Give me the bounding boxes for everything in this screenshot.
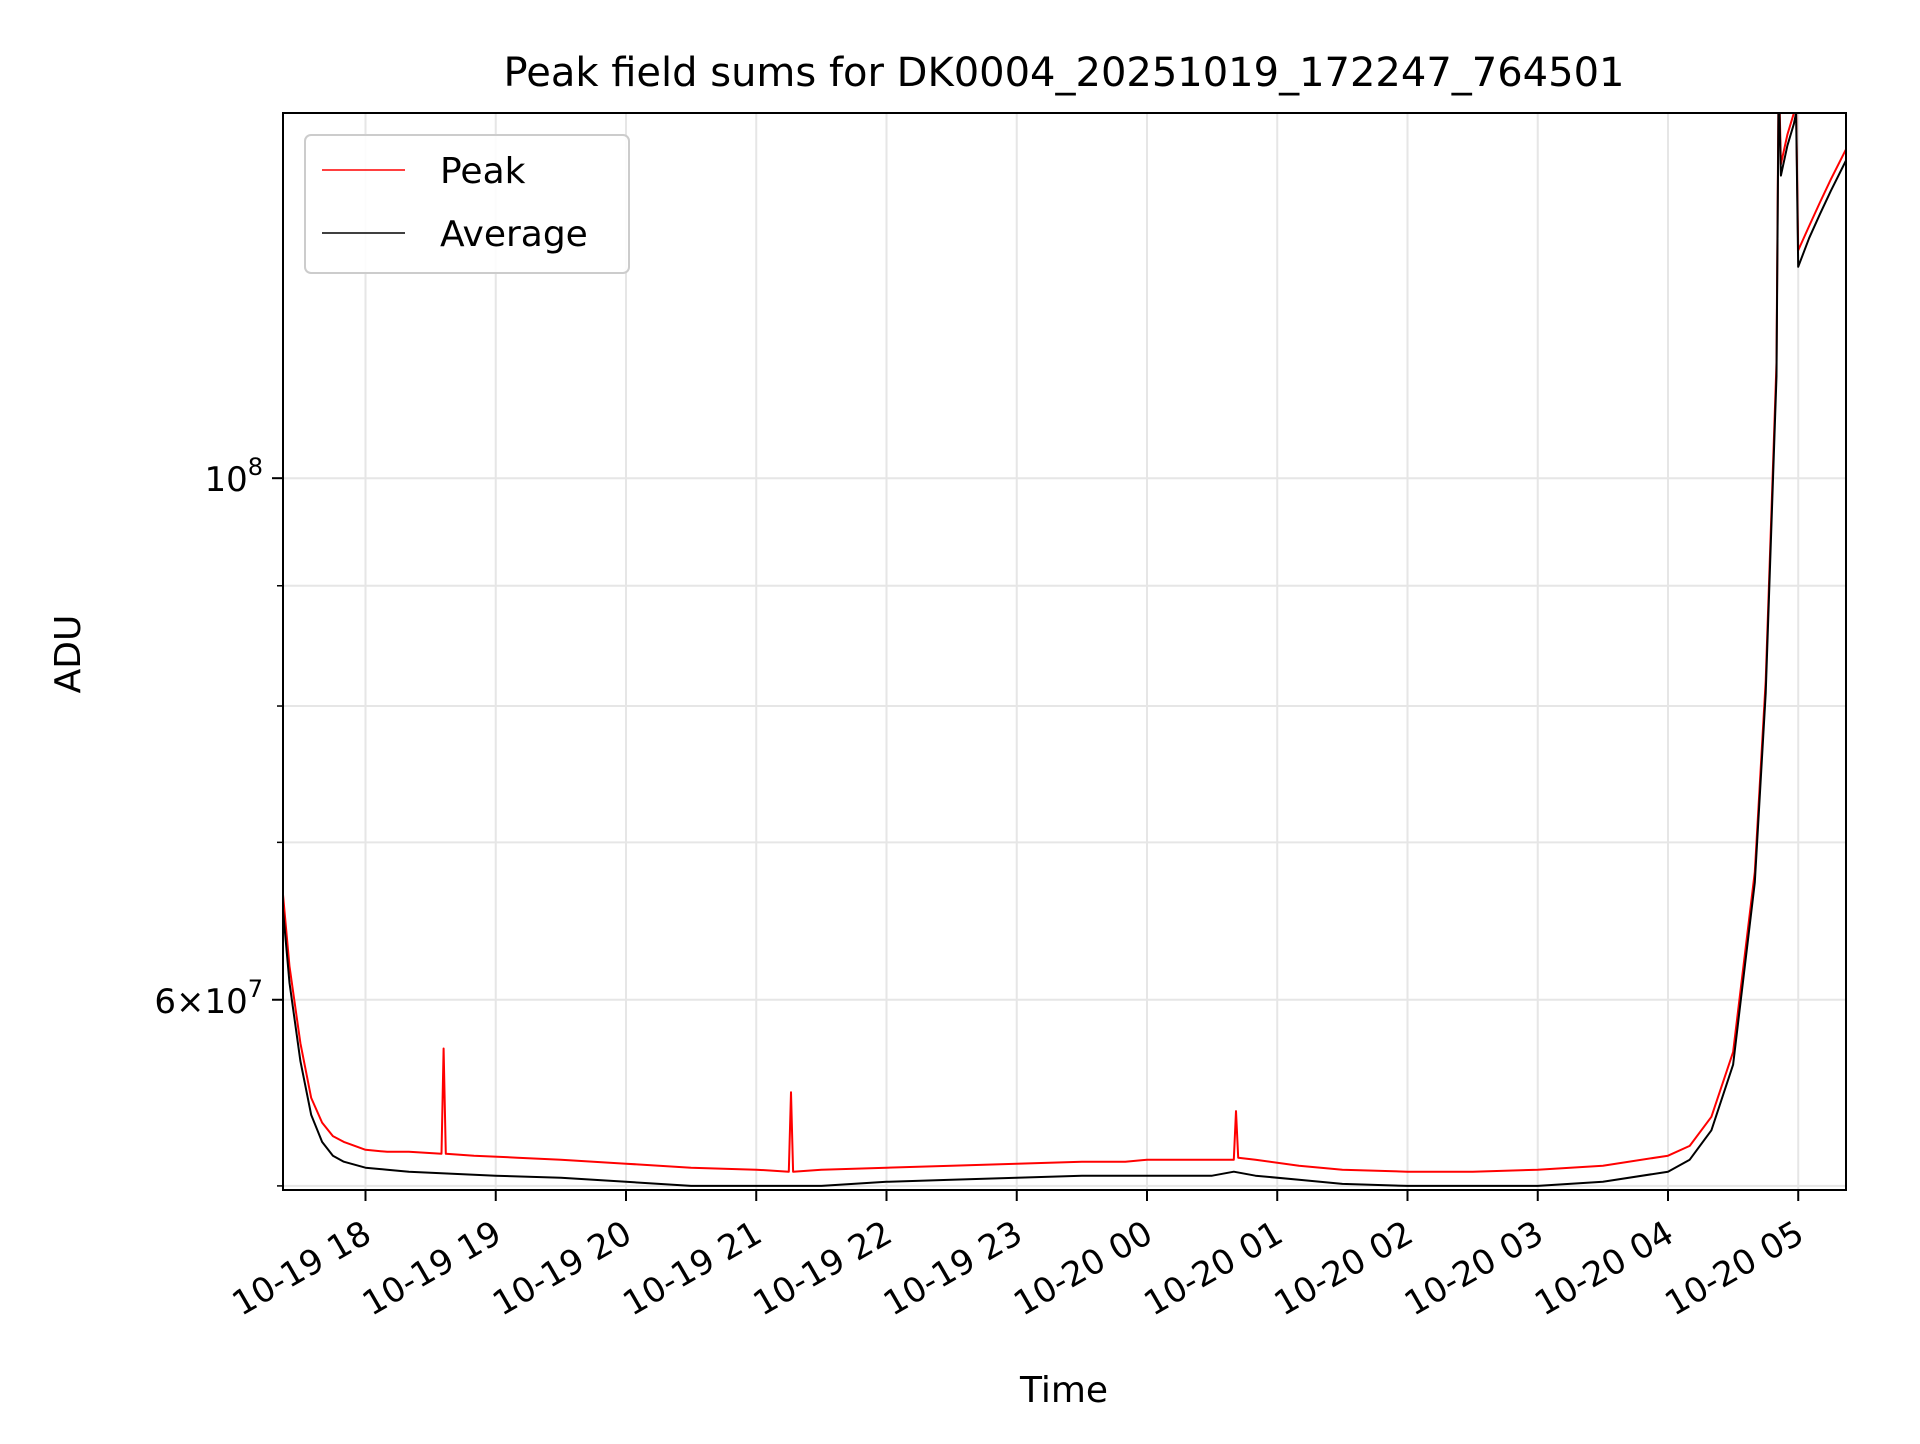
x-axis-label: Time — [1019, 1370, 1108, 1411]
legend-label-average: Average — [440, 214, 588, 255]
chart-title: Peak field sums for DK0004_20251019_1722… — [504, 50, 1625, 96]
plot-frame — [282, 112, 1847, 1191]
series-line-average — [283, 113, 1846, 1187]
y-tick-label: 108 — [204, 453, 263, 500]
y-tick-label: 6×107 — [154, 975, 263, 1022]
legend-label-peak: Peak — [440, 151, 526, 192]
legend: Peak Average — [304, 134, 630, 274]
y-axis-label: ADU — [48, 615, 89, 694]
grid-layer — [283, 113, 1846, 1190]
data-layer — [283, 113, 1846, 1187]
